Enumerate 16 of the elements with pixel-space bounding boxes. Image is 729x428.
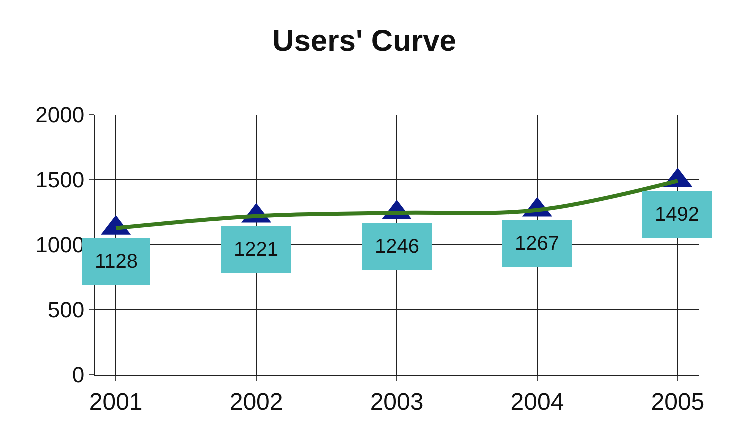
y-tick-label: 1000 (36, 232, 85, 258)
data-label: 1221 (234, 239, 278, 261)
data-label: 1246 (375, 236, 420, 258)
data-label: 1492 (655, 204, 700, 226)
y-tick-label: 1500 (36, 168, 85, 193)
x-tick-label: 2002 (230, 388, 284, 416)
chart-title: Users' Curve (272, 24, 456, 58)
x-tick-label: 2004 (510, 388, 564, 416)
y-tick-label: 2000 (36, 102, 85, 128)
data-label: 1128 (95, 251, 138, 273)
y-tick-label: 500 (48, 298, 85, 323)
x-tick-label: 2005 (651, 388, 705, 416)
y-tick-label: 0 (72, 362, 85, 388)
data-label: 1267 (515, 233, 560, 255)
x-tick-label: 2003 (370, 388, 424, 416)
x-tick-label: 2001 (89, 388, 143, 416)
